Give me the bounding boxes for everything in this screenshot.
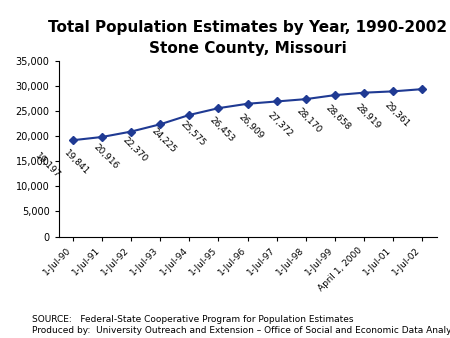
Title: Total Population Estimates by Year, 1990-2002
Stone County, Missouri: Total Population Estimates by Year, 1990… — [48, 20, 447, 55]
Text: 20,916: 20,916 — [91, 143, 120, 171]
Text: 25,575: 25,575 — [179, 119, 207, 148]
Text: 28,658: 28,658 — [324, 104, 353, 132]
Text: 22,370: 22,370 — [121, 136, 149, 164]
Text: 24,225: 24,225 — [150, 126, 178, 154]
Text: 26,909: 26,909 — [237, 113, 266, 141]
Text: SOURCE:   Federal-State Cooperative Program for Population Estimates
Produced by: SOURCE: Federal-State Cooperative Progra… — [32, 315, 450, 335]
Text: 29,361: 29,361 — [382, 100, 411, 129]
Text: 19,841: 19,841 — [63, 148, 91, 177]
Text: 19,197: 19,197 — [33, 151, 62, 180]
Text: 26,453: 26,453 — [208, 115, 236, 143]
Text: 28,170: 28,170 — [295, 106, 324, 135]
Text: 27,372: 27,372 — [266, 110, 295, 139]
Text: 28,919: 28,919 — [353, 102, 382, 131]
